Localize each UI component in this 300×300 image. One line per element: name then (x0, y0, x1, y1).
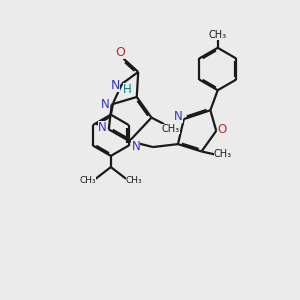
Text: CH₃: CH₃ (214, 149, 232, 159)
Text: CH₃: CH₃ (79, 176, 96, 185)
Text: N: N (131, 140, 140, 153)
Text: H: H (123, 82, 132, 95)
Text: N: N (111, 79, 120, 92)
Text: N: N (98, 121, 107, 134)
Text: CH₃: CH₃ (209, 30, 227, 40)
Text: CH₃: CH₃ (161, 124, 180, 134)
Text: N: N (174, 110, 183, 123)
Text: O: O (218, 123, 227, 136)
Text: CH₃: CH₃ (126, 176, 142, 185)
Text: O: O (116, 46, 125, 59)
Text: N: N (101, 98, 110, 111)
